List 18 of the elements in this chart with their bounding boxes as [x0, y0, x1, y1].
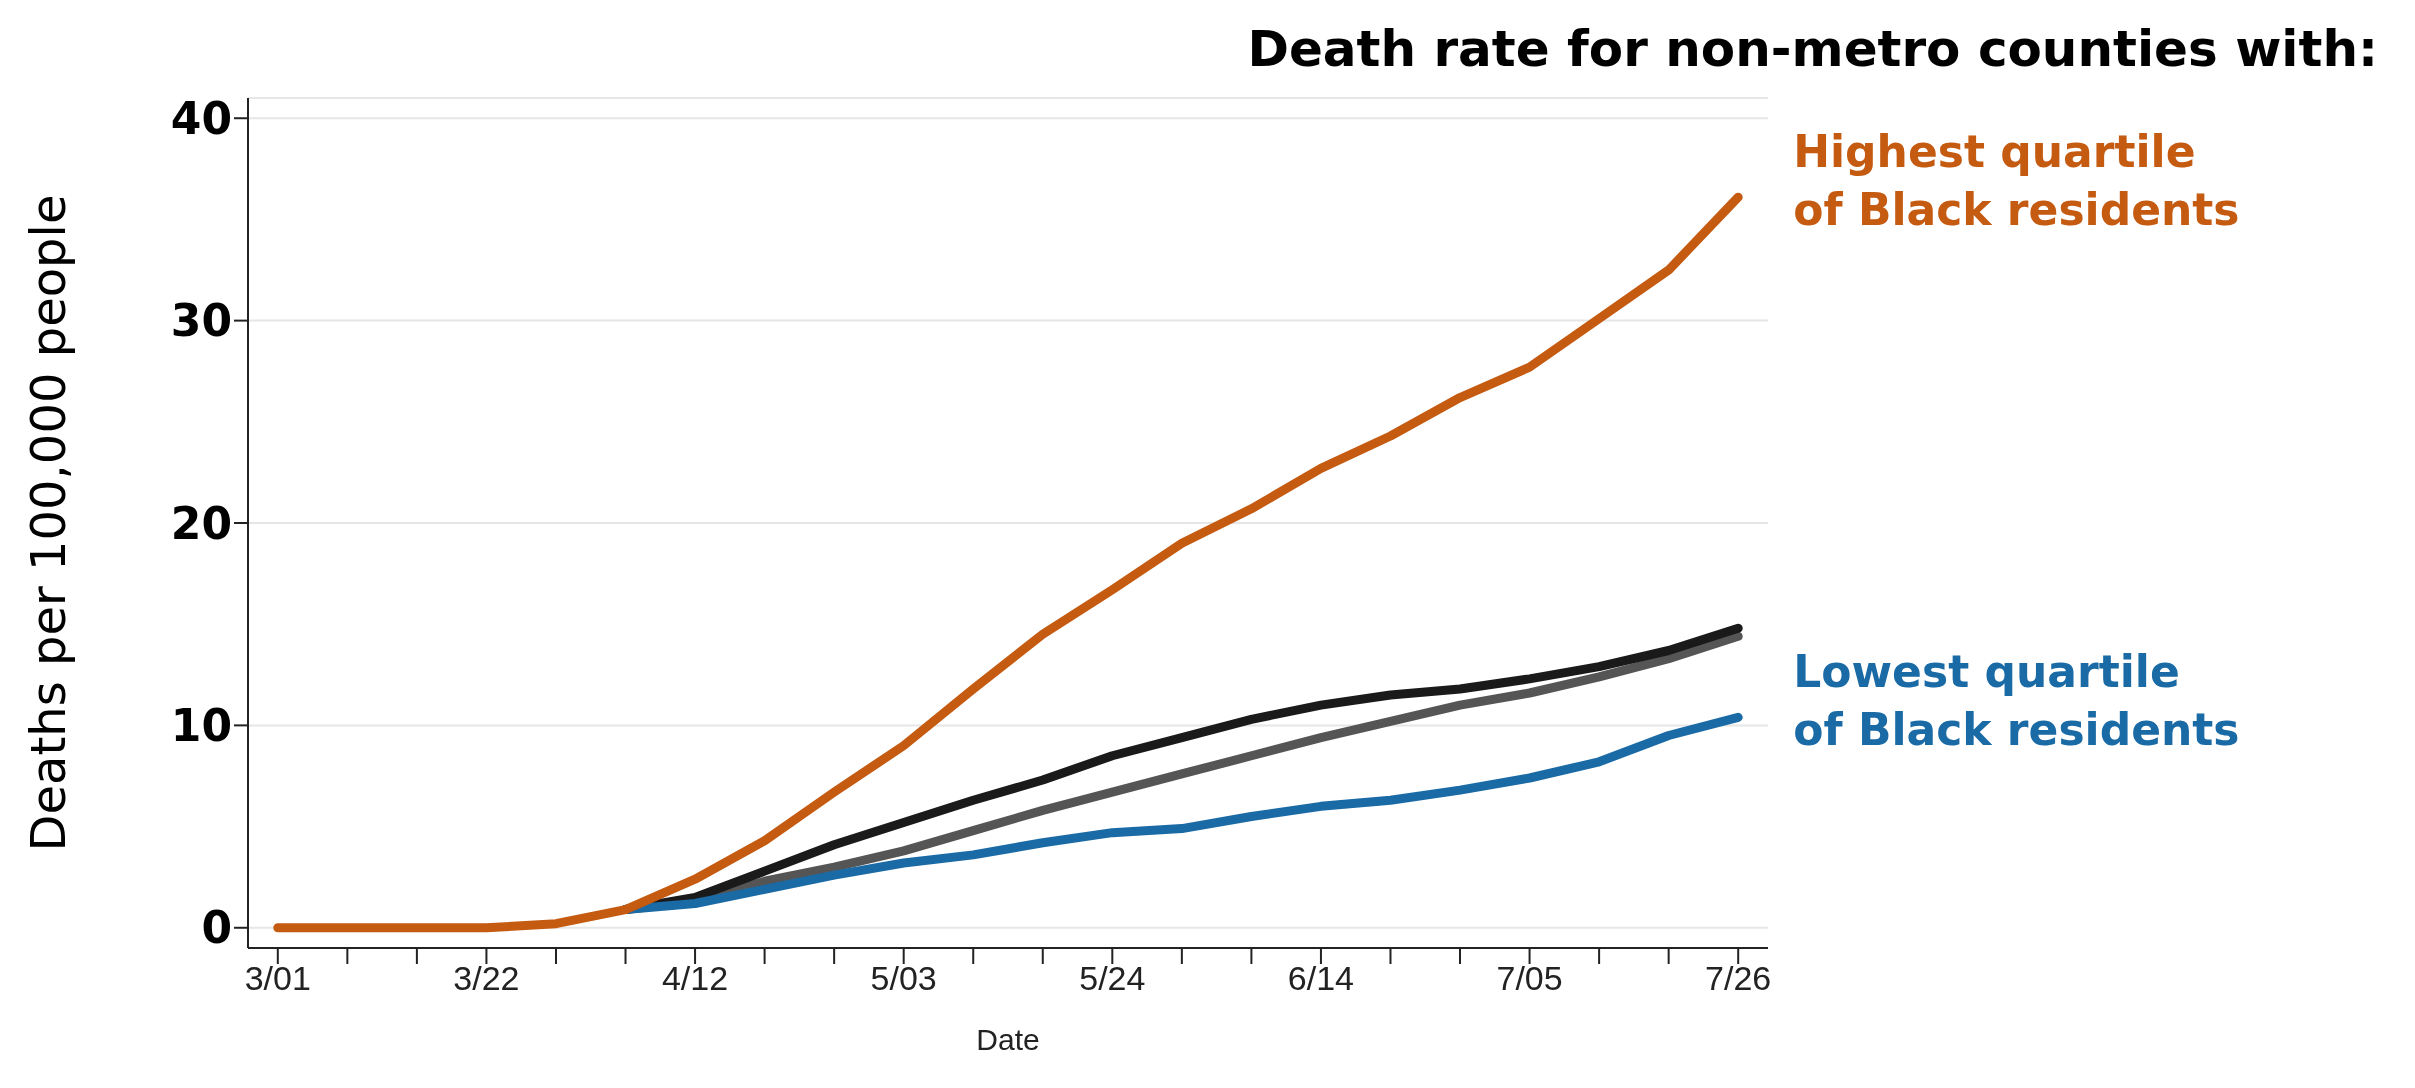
- y-tick-label: 10: [170, 700, 232, 751]
- y-axis-title: Deaths per 100,000 people: [20, 194, 77, 852]
- series-label: Lowest quartile of Black residents: [1793, 646, 2240, 756]
- y-tick-label: 40: [170, 92, 232, 144]
- x-tick-label: 7/05: [1496, 959, 1563, 998]
- x-tick-label: 6/14: [1287, 959, 1355, 998]
- x-tick-label: 3/22: [453, 959, 520, 998]
- y-tick-label: 20: [170, 497, 232, 549]
- y-tick-label: 30: [170, 295, 232, 347]
- series-label: Highest quartile of Black residents: [1793, 126, 2240, 236]
- x-tick-label: 4/12: [661, 959, 729, 998]
- x-tick-label: 5/24: [1079, 959, 1146, 998]
- x-axis-title: Date: [976, 1023, 1040, 1056]
- x-tick-label: 3/01: [244, 959, 311, 998]
- x-tick-label: 7/26: [1705, 959, 1772, 998]
- x-tick-label: 5/03: [870, 959, 937, 998]
- chart-title: Death rate for non-metro counties with:: [1247, 20, 2378, 78]
- y-tick-label: 0: [201, 902, 232, 954]
